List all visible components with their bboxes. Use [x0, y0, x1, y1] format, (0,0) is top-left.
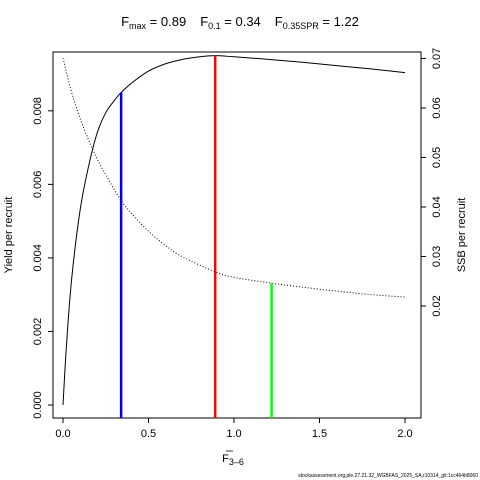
y-right-tick-label: 0.04	[431, 196, 443, 217]
fmax-subscript: max	[129, 21, 147, 31]
x-tick-label: 0.5	[141, 428, 156, 440]
fmax-value: = 0.89	[146, 14, 186, 29]
curves	[62, 55, 406, 406]
x-axis-label-sub: 3–6	[229, 457, 244, 467]
x-axis-label-main: F	[222, 453, 229, 465]
axes: 0.0 0.5 1.0 1.5 2.0 0.000 0.002 0.004 0.006 0.008…	[32, 48, 443, 440]
fspr-symbol: F	[275, 14, 283, 29]
plot-frame	[52, 51, 422, 419]
x-tick-label: 1.0	[226, 428, 241, 440]
f01-symbol: F	[200, 14, 208, 29]
yield-per-recruit-curve	[62, 55, 406, 406]
y-axis-left-label: Yield per recruit	[3, 197, 15, 274]
x-axis-label: F3–6	[222, 453, 244, 467]
reference-lines	[119, 55, 273, 418]
x-tick-label: 1.5	[312, 428, 327, 440]
y-right-tick-label: 0.06	[431, 97, 443, 118]
y-right-tick-label: 0.05	[431, 147, 443, 168]
f01-subscript: 0.1	[208, 21, 221, 31]
x-tick-label: 0.0	[55, 428, 70, 440]
y-right-tick-label: 0.03	[431, 246, 443, 267]
y-axis-right-label: SSB per recruit	[456, 198, 468, 273]
f01-value: = 0.34	[221, 14, 261, 29]
fspr-value: = 1.22	[319, 14, 359, 29]
ssb-per-recruit-curve	[62, 57, 406, 298]
fmax-symbol: F	[121, 14, 129, 29]
x-tick-label: 2.0	[397, 428, 412, 440]
y-left-tick-label: 0.008	[32, 97, 44, 125]
y-right-tick-label: 0.07	[431, 48, 443, 69]
footer-text: stockassessment.org,ple.27.21.32_WGBFAS_…	[298, 473, 478, 479]
chart-title: Fmax = 0.89 F0.1 = 0.34 F0.35SPR = 1.22	[121, 14, 359, 31]
y-left-tick-label: 0.004	[32, 244, 44, 272]
y-left-tick-label: 0.000	[32, 391, 44, 419]
y-left-tick-label: 0.006	[32, 171, 44, 199]
fspr-subscript: 0.35SPR	[283, 21, 320, 31]
y-left-tick-label: 0.002	[32, 318, 44, 346]
y-right-tick-label: 0.02	[431, 295, 443, 316]
